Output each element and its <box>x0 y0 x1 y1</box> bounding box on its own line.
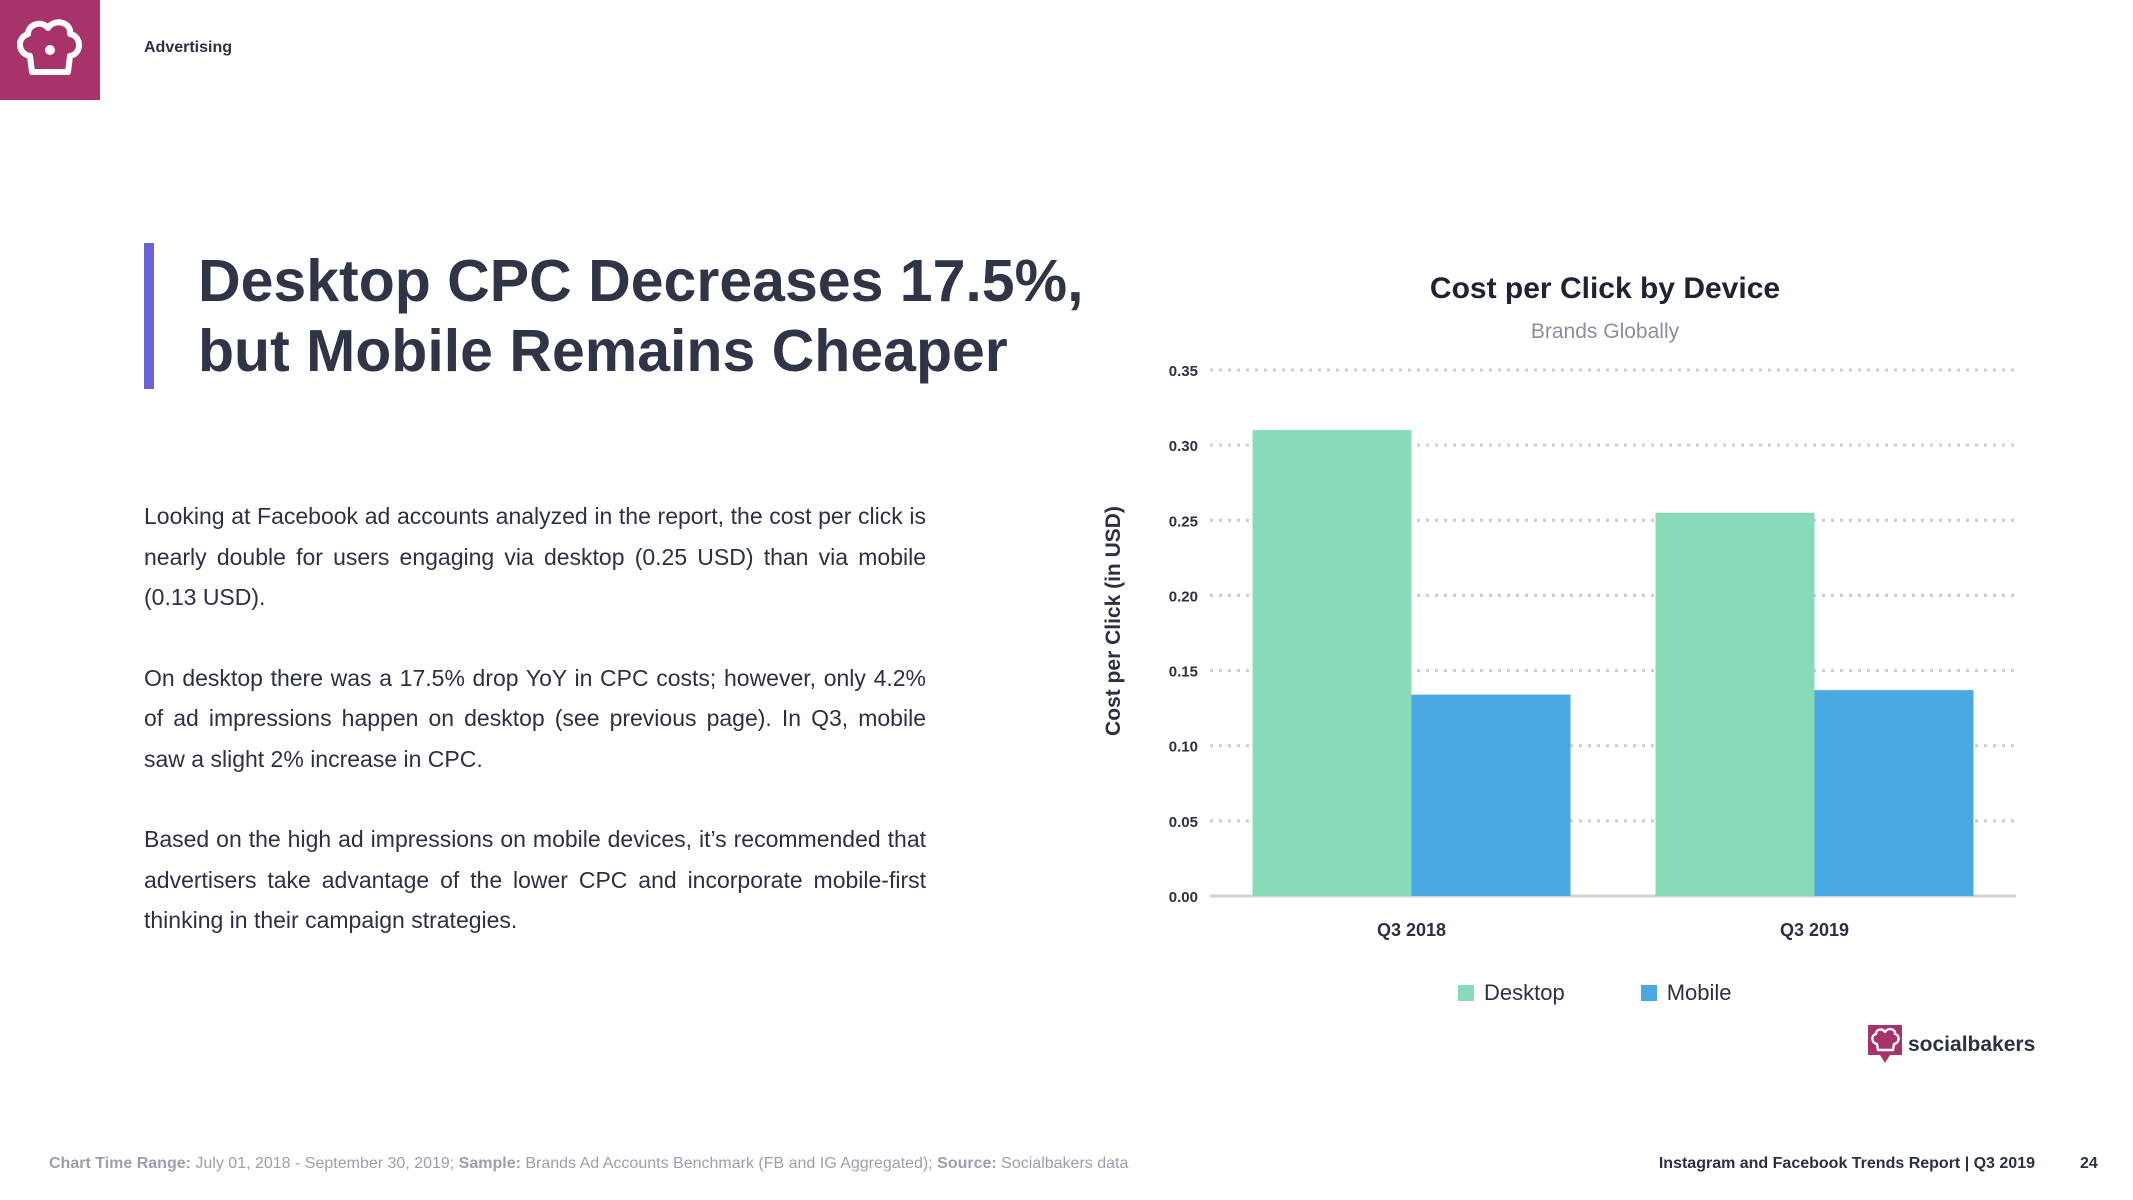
socialbakers-logo: socialbakers <box>1868 1025 2035 1065</box>
footer-report-title: Instagram and Facebook Trends Report | Q… <box>1658 1155 2035 1172</box>
chart-legend: Desktop Mobile <box>1458 980 1732 1006</box>
x-tick-label: Q3 2018 <box>1377 920 1446 940</box>
cpc-bar-chart: 0.00 0.05 0.10 0.15 0.20 0.25 0.30 0.35 Cost per… <box>1102 363 2016 940</box>
footer-range-value: July 01, 2018 - September 30, 2019; <box>190 1155 455 1172</box>
y-tick-label: 0.25 <box>1169 513 1198 530</box>
body-paragraph-3: Based on the high ad impressions on mobi… <box>144 826 926 933</box>
y-tick-label: 0.10 <box>1169 739 1198 756</box>
brand-name: socialbakers <box>1908 1033 2036 1056</box>
body-text: Looking at Facebook ad accounts analyzed… <box>144 496 926 981</box>
headline-accent-bar <box>144 243 154 389</box>
legend-item-desktop: Desktop <box>1458 980 1565 1006</box>
bar-desktop-q3-2018 <box>1252 430 1412 896</box>
y-tick-label: 0.15 <box>1169 664 1198 681</box>
chef-hat-icon <box>1868 1025 1902 1063</box>
chart-subtitle: Brands Globally <box>1530 320 1680 343</box>
footer-sample-value: Brands Ad Accounts Benchmark (FB and IG … <box>520 1155 933 1172</box>
y-tick-label: 0.30 <box>1169 438 1198 455</box>
chart-title: Cost per Click by Device <box>1429 272 1781 305</box>
footer-sample-label: Sample: <box>454 1155 521 1172</box>
section-label: Advertising <box>144 39 233 56</box>
brand-logo-box <box>0 0 100 100</box>
footer-source-value: Socialbakers data <box>996 1155 1129 1172</box>
legend-swatch-mobile <box>1640 985 1657 1001</box>
page-title: Desktop CPC Decreases 17.5%, but Mobile … <box>198 246 1098 386</box>
y-tick-label: 0.05 <box>1169 814 1198 831</box>
legend-item-mobile: Mobile <box>1640 980 1732 1006</box>
page-number: 24 <box>2080 1155 2098 1172</box>
y-tick-label: 0.20 <box>1169 588 1198 605</box>
y-tick-label: 0.00 <box>1169 889 1198 906</box>
x-tick-label: Q3 2019 <box>1780 920 1849 940</box>
y-axis-title: Cost per Click (in USD) <box>1102 506 1125 736</box>
legend-swatch-desktop <box>1458 985 1474 1001</box>
body-paragraph-2: On desktop there was a 17.5% drop YoY in… <box>144 664 926 772</box>
footer-source-label: Source: <box>932 1155 997 1172</box>
legend-label-mobile: Mobile <box>1666 980 1732 1005</box>
y-tick-label: 0.35 <box>1169 363 1198 380</box>
body-paragraph-1: Looking at Facebook ad accounts analyzed… <box>144 503 926 610</box>
footer-source-note: Chart Time Range: July 01, 2018 - Septem… <box>49 1155 1128 1173</box>
title-line-1: Desktop CPC Decreases 17.5%, <box>198 248 1084 314</box>
footer-range-label: Chart Time Range: <box>49 1155 191 1172</box>
chef-hat-icon <box>17 19 82 75</box>
bar-mobile-q3-2018 <box>1411 694 1571 896</box>
bar-mobile-q3-2019 <box>1814 690 1974 896</box>
bar-desktop-q3-2019 <box>1655 512 1815 896</box>
legend-label-desktop: Desktop <box>1484 980 1565 1005</box>
title-line-2: but Mobile Remains Cheaper <box>198 318 1008 384</box>
